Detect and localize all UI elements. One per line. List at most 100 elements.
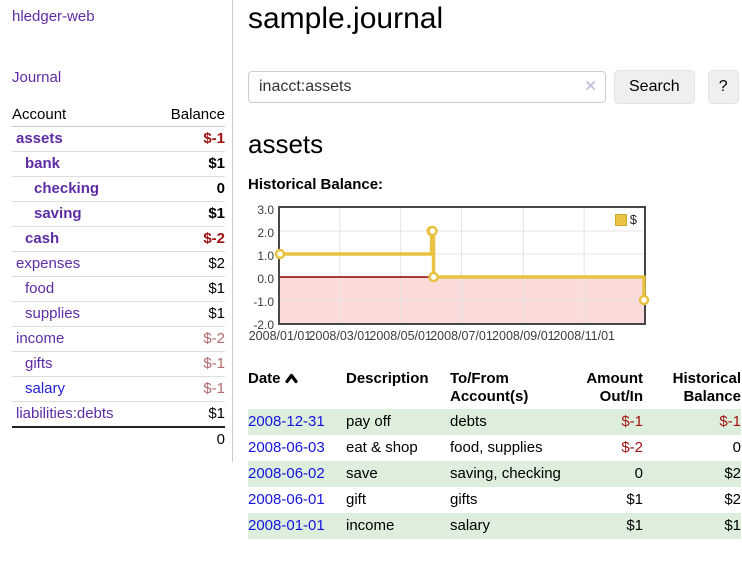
account-row: assets $-1	[12, 127, 225, 152]
chart-legend: $	[612, 212, 639, 227]
search-input[interactable]	[248, 71, 606, 103]
account-row: gifts $-1	[12, 351, 225, 377]
account-link-food[interactable]: food	[25, 280, 55, 297]
accounts-total-value: 0	[150, 426, 225, 452]
register-col-description: Description	[346, 370, 429, 387]
account-row: food $1	[12, 276, 225, 302]
transaction-date-link[interactable]: 2008-06-03	[248, 439, 325, 456]
y-tick-label: -2.0	[253, 318, 274, 332]
account-row: salary $-1	[12, 376, 225, 402]
account-balance: $-1	[150, 376, 225, 402]
account-heading: assets	[248, 129, 324, 159]
legend-label: $	[629, 212, 637, 227]
account-balance: $1	[150, 276, 225, 302]
account-balance: $2	[150, 251, 225, 277]
transaction-balance: $2	[724, 465, 741, 482]
register-col-date[interactable]: Date	[248, 367, 346, 409]
historical-balance-chart: 3.0 2.0 1.0 0.0 -1.0 -2.0 $ 2008/01/01 2008/03…	[248, 203, 650, 346]
transaction-accounts: salary	[450, 517, 491, 534]
account-link-assets[interactable]: assets	[16, 130, 63, 147]
x-tick-label: 2008/03/01	[308, 329, 372, 343]
main-content: sample.journal ✕ Search ? assets Histori…	[233, 0, 742, 539]
legend-swatch	[614, 213, 627, 226]
search-form: ✕ Search ?	[248, 70, 741, 104]
register-row: 2008-01-01 income salary $1 $1	[248, 513, 741, 539]
accounts-col-balance: Balance	[150, 103, 225, 127]
account-link-gifts[interactable]: gifts	[25, 355, 53, 372]
account-link-income[interactable]: income	[16, 330, 65, 347]
register-col-tofrom: To/From Account(s)	[450, 370, 529, 405]
transaction-balance: $2	[724, 491, 741, 508]
x-tick-label: 2008/11/01	[553, 329, 615, 343]
register-row: 2008-06-01 gift gifts $1 $2	[248, 487, 741, 513]
register-col-historical: Historical Balance	[672, 370, 741, 405]
account-row: expenses $2	[12, 251, 225, 277]
y-tick-label: 0.0	[257, 272, 274, 286]
transaction-date-link[interactable]: 2008-06-02	[248, 465, 325, 482]
x-tick-label: 2008/01/01	[248, 329, 312, 343]
account-link-salary[interactable]: salary	[25, 380, 66, 397]
account-balance: $1	[150, 301, 225, 327]
x-tick-label: 2008/07/01	[430, 329, 493, 343]
transaction-balance: $1	[724, 517, 741, 534]
account-link-bank[interactable]: bank	[25, 155, 61, 172]
transaction-amount: $1	[626, 517, 643, 534]
sidebar-item-journal[interactable]: Journal	[12, 69, 62, 86]
transaction-accounts: saving, checking	[450, 465, 561, 482]
account-row: supplies $1	[12, 301, 225, 327]
transaction-description: gift	[346, 491, 367, 508]
help-button[interactable]: ?	[707, 70, 739, 104]
account-balance: $1	[150, 151, 225, 177]
app: hledger-web Journal Account Balance asse…	[12, 0, 742, 539]
transaction-date-link[interactable]: 2008-01-01	[248, 517, 325, 534]
page-title: sample.journal	[248, 2, 444, 35]
account-link-expenses[interactable]: expenses	[16, 255, 81, 272]
register-row: 2008-12-31 pay off debts $-1 $-1	[248, 409, 741, 435]
account-balance: $1	[150, 201, 225, 227]
account-balance: $1	[150, 401, 225, 427]
transaction-date-link[interactable]: 2008-12-31	[248, 413, 325, 430]
account-link-saving[interactable]: saving	[34, 205, 82, 222]
search-box: ✕	[248, 71, 606, 103]
transaction-balance: $-1	[719, 413, 741, 430]
account-row: checking 0	[12, 176, 225, 202]
accounts-table: Account Balance assets $-1 bank $1 checkin…	[12, 103, 225, 452]
account-balance: $-1	[203, 130, 225, 147]
transaction-amount: $-2	[621, 439, 643, 456]
account-row: income $-2	[12, 326, 225, 352]
y-tick-label: 1.0	[257, 249, 274, 263]
account-balance: $-1	[150, 351, 225, 377]
account-link-cash[interactable]: cash	[25, 230, 60, 247]
register-row: 2008-06-03 eat & shop food, supplies $-2…	[248, 435, 741, 461]
x-tick-label: 2008/09/01	[492, 329, 555, 343]
account-balance: 0	[150, 176, 225, 202]
search-button[interactable]: Search	[614, 70, 695, 104]
account-balance: $-2	[150, 226, 225, 252]
register-table: Date Description To/From Account(s) Amou…	[248, 367, 741, 539]
account-link-supplies[interactable]: supplies	[25, 305, 81, 322]
y-tick-label: 2.0	[257, 226, 274, 240]
x-tick-label: 2008/05/01	[369, 329, 432, 343]
sort-ascending-icon	[284, 371, 298, 389]
y-tick-label: -1.0	[253, 295, 274, 309]
transaction-date-link[interactable]: 2008-06-01	[248, 491, 325, 508]
accounts-col-account: Account	[12, 103, 151, 127]
account-row: saving $1	[12, 201, 225, 227]
transaction-accounts: gifts	[450, 491, 478, 508]
account-link-checking[interactable]: checking	[34, 180, 100, 197]
y-tick-label: 3.0	[257, 203, 274, 217]
transaction-accounts: debts	[450, 413, 487, 430]
chart-line-series	[274, 208, 650, 323]
clear-search-icon[interactable]: ✕	[584, 78, 597, 95]
accounts-total-row: 0	[12, 426, 225, 452]
transaction-description: pay off	[346, 413, 391, 430]
transaction-balance: 0	[732, 439, 741, 456]
transaction-accounts: food, supplies	[450, 439, 543, 456]
transaction-amount: 0	[634, 465, 643, 482]
register-row: 2008-06-02 save saving, checking 0 $2	[248, 461, 741, 487]
brand-link[interactable]: hledger-web	[12, 8, 95, 25]
transaction-description: eat & shop	[346, 439, 418, 456]
transaction-description: save	[346, 465, 378, 482]
account-balance: $-2	[150, 326, 225, 352]
account-link-liabilities-debts[interactable]: liabilities:debts	[16, 405, 114, 422]
